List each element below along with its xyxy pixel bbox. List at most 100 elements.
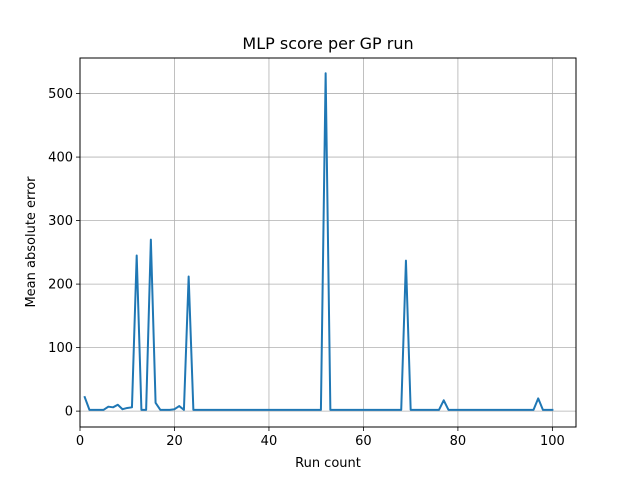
- data-point: [198, 409, 199, 410]
- data-point: [377, 409, 378, 410]
- data-point: [524, 409, 525, 410]
- data-point: [216, 409, 217, 410]
- data-point: [292, 409, 293, 410]
- x-tick-label: 0: [76, 434, 84, 449]
- data-point: [127, 407, 128, 408]
- y-tick-label: 0: [65, 405, 73, 420]
- data-point: [259, 409, 260, 410]
- data-point: [481, 409, 482, 410]
- data-point: [467, 409, 468, 410]
- data-point: [250, 409, 251, 410]
- y-tick-label: 500: [48, 87, 73, 102]
- data-point: [387, 409, 388, 410]
- data-point: [391, 409, 392, 410]
- data-point: [429, 409, 430, 410]
- data-point: [136, 255, 137, 256]
- data-point: [268, 409, 269, 410]
- data-point: [150, 239, 151, 240]
- data-point: [344, 409, 345, 410]
- data-point: [165, 409, 166, 410]
- y-tick-label: 400: [48, 151, 73, 166]
- data-point: [443, 400, 444, 401]
- data-point: [533, 409, 534, 410]
- data-point: [420, 409, 421, 410]
- data-point: [339, 409, 340, 410]
- data-point: [552, 409, 553, 410]
- data-point: [174, 409, 175, 410]
- plot-frame: [79, 57, 577, 428]
- data-point: [415, 409, 416, 410]
- data-point: [514, 409, 515, 410]
- data-point: [302, 409, 303, 410]
- data-point: [188, 276, 189, 277]
- data-point: [306, 409, 307, 410]
- data-point: [505, 409, 506, 410]
- data-point: [94, 409, 95, 410]
- data-point: [519, 409, 520, 410]
- data-point: [353, 409, 354, 410]
- data-point: [528, 409, 529, 410]
- data-point: [448, 409, 449, 410]
- y-axis-label: Mean absolute error: [24, 176, 39, 308]
- data-point: [273, 409, 274, 410]
- data-point: [311, 409, 312, 410]
- data-point: [131, 407, 132, 408]
- data-point: [254, 409, 255, 410]
- data-point: [509, 409, 510, 410]
- data-point: [316, 409, 317, 410]
- data-point: [122, 409, 123, 410]
- data-point: [490, 409, 491, 410]
- data-point: [358, 409, 359, 410]
- data-point: [108, 406, 109, 407]
- data-point: [363, 409, 364, 410]
- x-tick-label: 100: [540, 434, 565, 449]
- data-point: [193, 409, 194, 410]
- data-point: [462, 409, 463, 410]
- data-point: [278, 409, 279, 410]
- data-point: [325, 73, 326, 74]
- data-point: [113, 407, 114, 408]
- y-tick-label: 200: [48, 278, 73, 293]
- data-point: [98, 409, 99, 410]
- chart-title: MLP score per GP run: [242, 34, 413, 53]
- data-point: [382, 409, 383, 410]
- data-point: [160, 409, 161, 410]
- data-point: [117, 404, 118, 405]
- data-point: [155, 402, 156, 403]
- data-point: [410, 409, 411, 410]
- data-point: [146, 409, 147, 410]
- y-tick-label: 100: [48, 341, 73, 356]
- x-tick-label: 80: [450, 434, 467, 449]
- series-layer: [83, 72, 554, 411]
- data-point: [434, 409, 435, 410]
- x-tick-label: 60: [355, 434, 372, 449]
- data-point: [103, 409, 104, 410]
- data-point: [207, 409, 208, 410]
- data-point: [287, 409, 288, 410]
- data-point: [396, 409, 397, 410]
- data-point: [231, 409, 232, 410]
- x-axis-label: Run count: [295, 456, 361, 471]
- data-point: [235, 409, 236, 410]
- x-axis: 0 20 40 60 80 100: [76, 427, 565, 449]
- data-point: [330, 409, 331, 410]
- data-point: [424, 409, 425, 410]
- data-point: [476, 409, 477, 410]
- data-point: [472, 409, 473, 410]
- data-point: [212, 409, 213, 410]
- data-point: [169, 409, 170, 410]
- data-point: [297, 409, 298, 410]
- data-point: [457, 409, 458, 410]
- data-point: [179, 406, 180, 407]
- x-tick-label: 20: [166, 434, 183, 449]
- data-point: [245, 409, 246, 410]
- data-point: [141, 409, 142, 410]
- y-tick-label: 300: [48, 214, 73, 229]
- data-point: [439, 409, 440, 410]
- data-point: [221, 409, 222, 410]
- x-tick-label: 40: [261, 434, 278, 449]
- data-point: [401, 409, 402, 410]
- series-line: [83, 72, 554, 411]
- data-point: [453, 409, 454, 410]
